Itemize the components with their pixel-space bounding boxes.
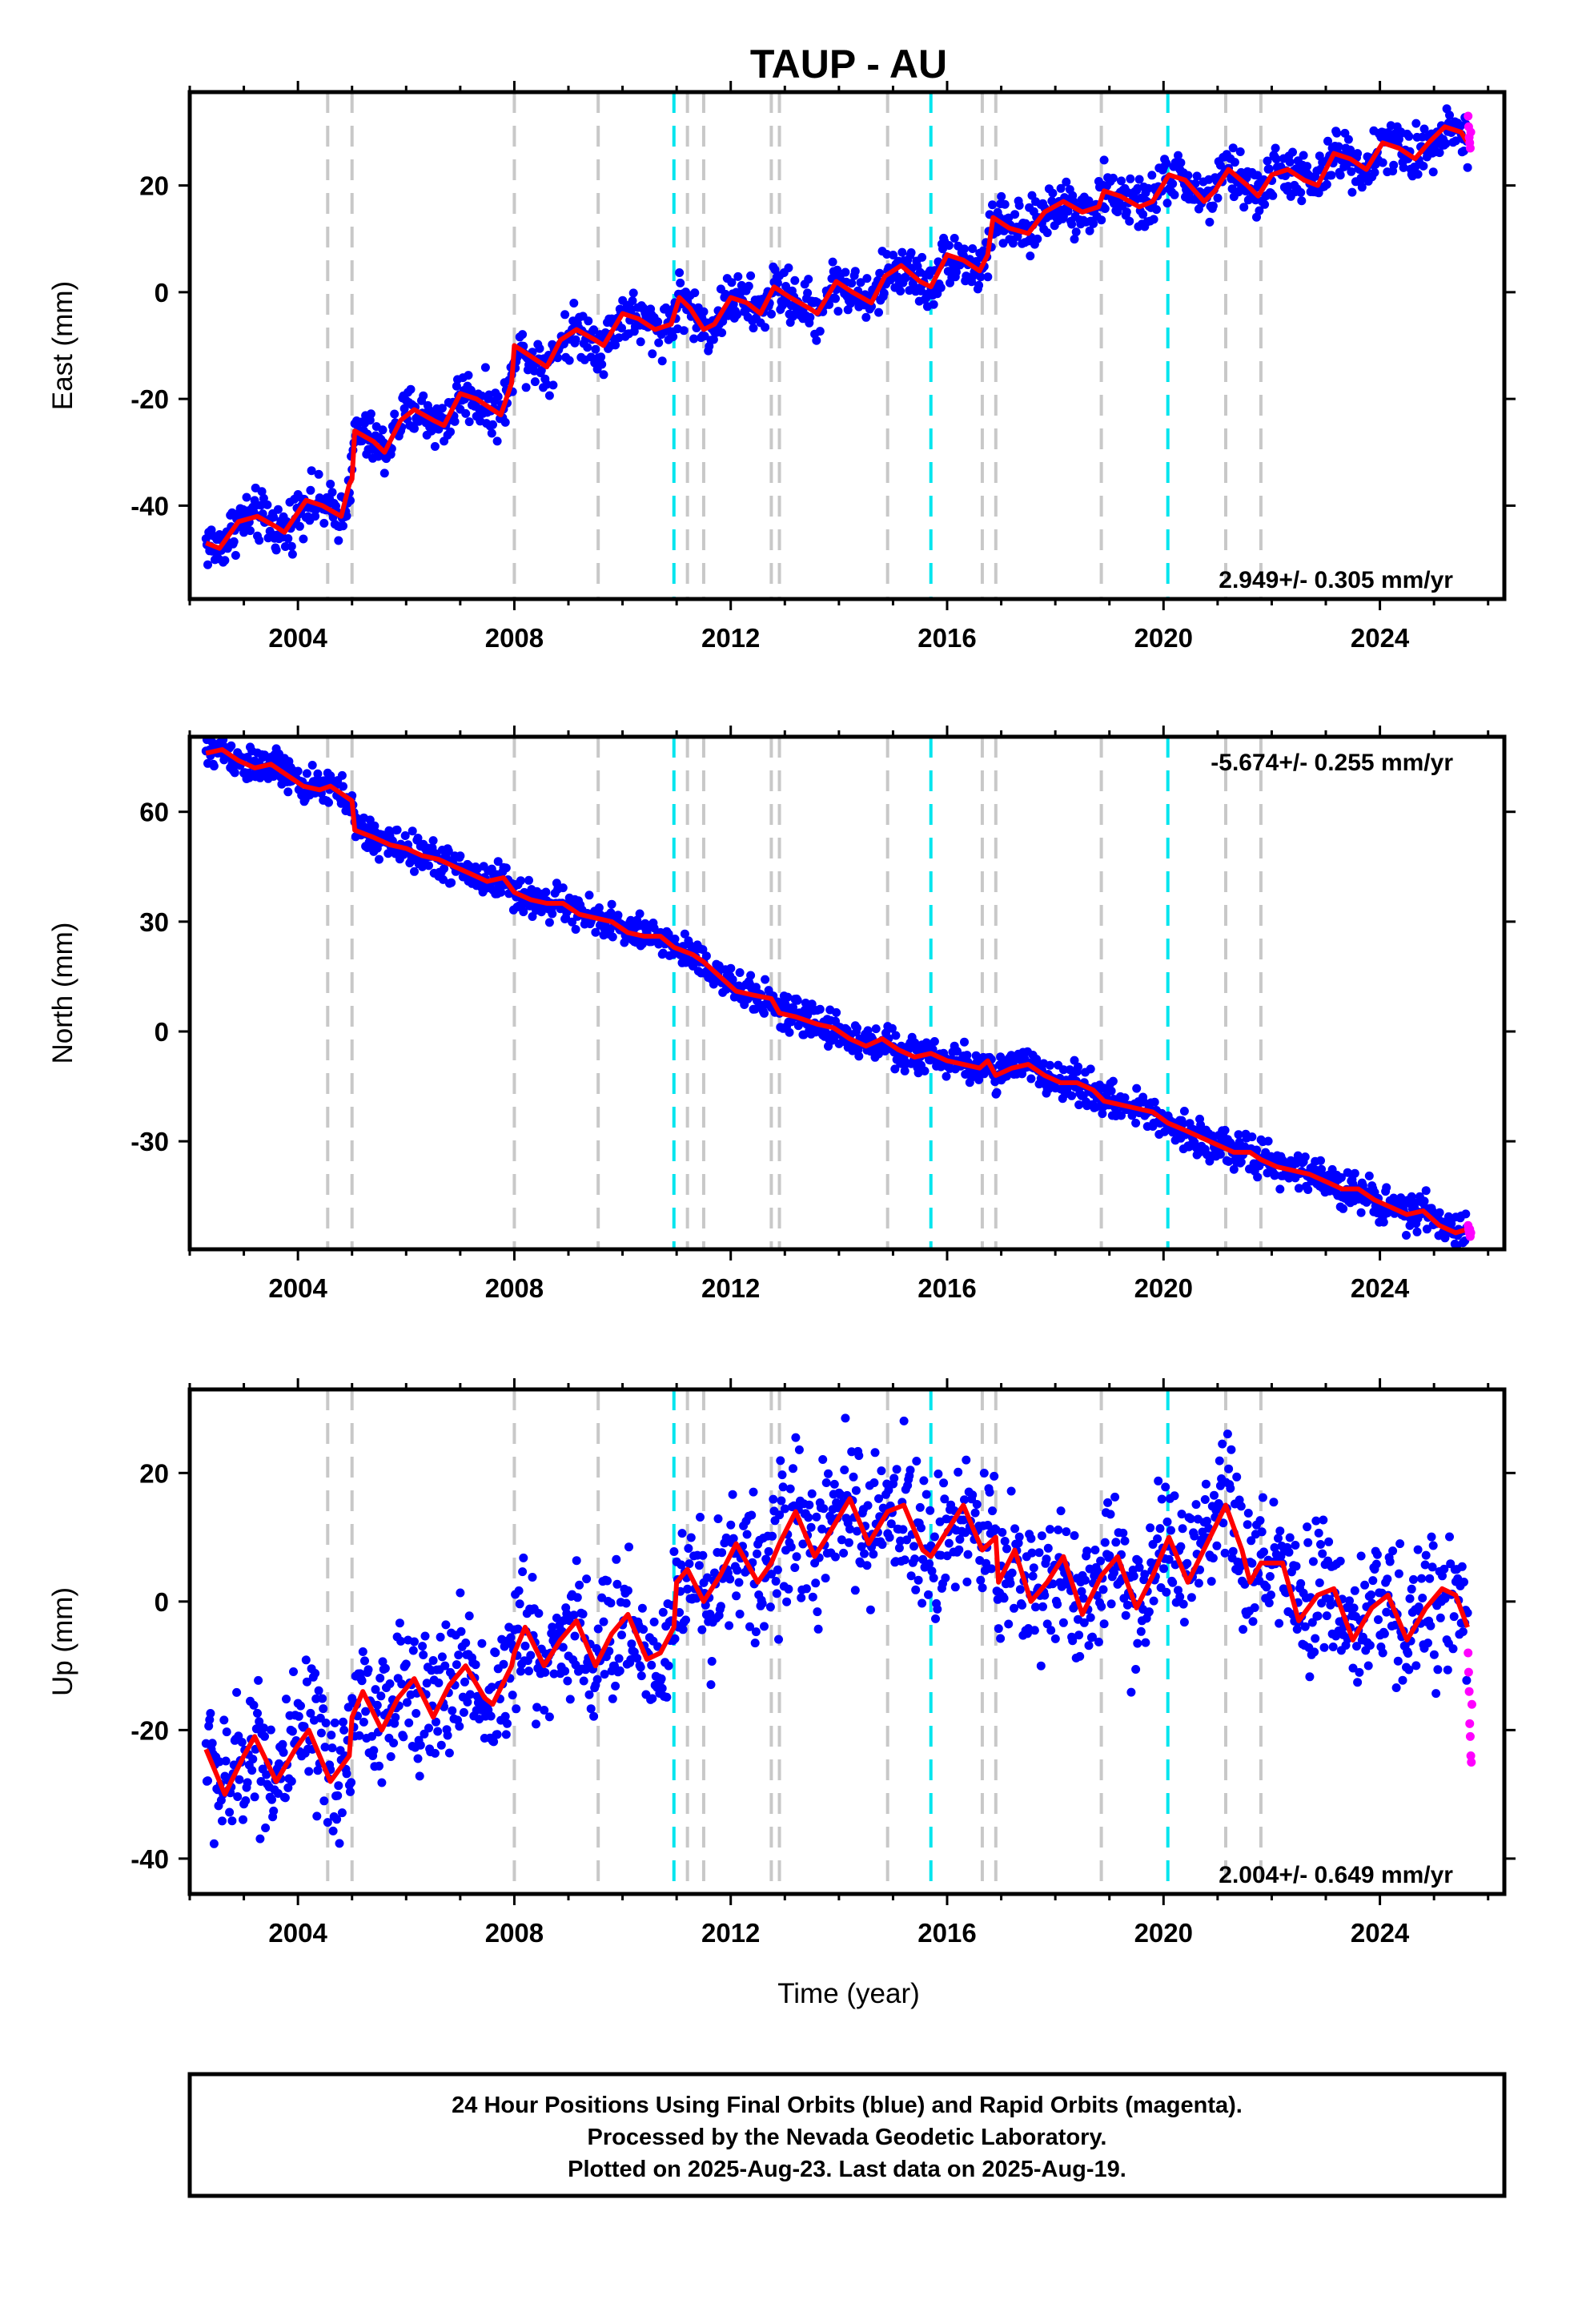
up-x-tick-label-3: 2016 [917,1918,976,1948]
east-frame [187,90,1507,601]
up-x-tick-label-4: 2020 [1134,1918,1193,1948]
east-rapid-orbit-point-0 [1464,111,1473,121]
north-y-tick-label-0: -30 [130,1127,169,1156]
up-frame [187,1387,1507,1896]
east-x-tick-label-1: 2008 [485,623,544,653]
footer-border [187,2072,1507,2198]
east-rate-label: 2.949+/- 0.305 mm/yr [1219,567,1453,593]
up-panel: 2004 2008 2012 2016 2020 2024 -40 -20 0 20 Up (mm)… [47,1378,1516,1948]
east-x-tick-label-4: 2020 [1134,623,1193,653]
east-rapid-orbit-point-4 [1465,143,1475,153]
footer-line-3: Plotted on 2025-Aug-23. Last data on 202… [568,2157,1126,2182]
east-x-tick-label-2: 2012 [701,623,760,653]
chart-title: TAUP - AU [750,42,947,86]
up-rapid-orbit-point-3 [1465,1719,1475,1728]
north-y-axis-label: North (mm) [47,923,78,1064]
east-y-tick-label-3: 20 [139,171,169,201]
east-panel: 2004 2008 2012 2016 2020 2024 -40 -20 0 20 East (m… [47,81,1516,653]
up-y-tick-label-0: -40 [130,1844,169,1874]
north-plot-area [201,737,1476,1249]
north-x-tick-label-1: 2008 [485,1273,544,1303]
up-final-orbit-points [201,1413,1472,1848]
x-axis-label: Time (year) [777,1978,920,2009]
east-y-axis-label: East (mm) [47,281,78,410]
north-rapid-orbit-point-5 [1466,1228,1476,1237]
north-x-tick-label-5: 2024 [1351,1273,1410,1303]
north-frame [187,734,1507,1252]
up-x-tick-label-2: 2012 [701,1918,760,1948]
east-model-line [205,124,1470,551]
up-rate-label: 2.004+/- 0.649 mm/yr [1219,1862,1453,1888]
east-y-tick-label-0: -40 [130,491,169,521]
up-rapid-orbit-point-6 [1467,1757,1476,1767]
north-x-tick-label-4: 2020 [1134,1273,1193,1303]
up-rapid-orbit-point-4 [1465,1731,1475,1741]
north-y-tick-label-3: 60 [139,798,169,827]
up-x-tick-label-5: 2024 [1351,1918,1410,1948]
north-x-tick-label-0: 2004 [268,1273,327,1303]
up-y-tick-label-3: 20 [139,1458,169,1488]
up-rapid-orbit-point-0 [1464,1648,1473,1658]
footer-box: 24 Hour Positions Using Final Orbits (bl… [187,2072,1507,2198]
north-x-tick-label-2: 2012 [701,1273,760,1303]
up-x-tick-label-1: 2008 [485,1918,544,1948]
footer-line-2: Processed by the Nevada Geodetic Laborat… [588,2125,1107,2150]
up-rapid-orbit-point-5 [1466,1751,1476,1760]
east-x-tick-label-3: 2016 [917,623,976,653]
east-plot-area [201,92,1476,599]
north-panel: 2004 2008 2012 2016 2020 2024 -30 0 30 60 North (m… [47,726,1516,1303]
up-y-tick-label-2: 0 [155,1587,169,1617]
up-rapid-orbit-point-7 [1467,1699,1476,1709]
up-y-axis-label: Up (mm) [47,1587,78,1696]
north-y-tick-label-2: 30 [139,907,169,937]
north-y-tick-label-1: 0 [155,1017,169,1047]
up-x-tick-label-0: 2004 [268,1918,327,1948]
east-y-tick-label-1: -20 [130,384,169,414]
east-final-orbit-points [201,104,1472,569]
up-y-tick-label-1: -20 [130,1715,169,1745]
east-x-tick-label-5: 2024 [1351,623,1410,653]
up-plot-area [201,1389,1476,1894]
footer-line-1: 24 Hour Positions Using Final Orbits (bl… [452,2093,1243,2118]
north-model-line [205,747,1468,1236]
east-y-tick-label-2: 0 [155,278,169,308]
up-rapid-orbit-point-2 [1464,1687,1474,1696]
east-rapid-orbit-point-5 [1466,127,1476,137]
up-rapid-orbit-point-1 [1464,1667,1473,1677]
up-model-line [203,1496,1470,1797]
north-rate-label: -5.674+/- 0.255 mm/yr [1211,750,1453,776]
north-x-tick-label-3: 2016 [917,1273,976,1303]
east-x-tick-label-0: 2004 [268,623,327,653]
